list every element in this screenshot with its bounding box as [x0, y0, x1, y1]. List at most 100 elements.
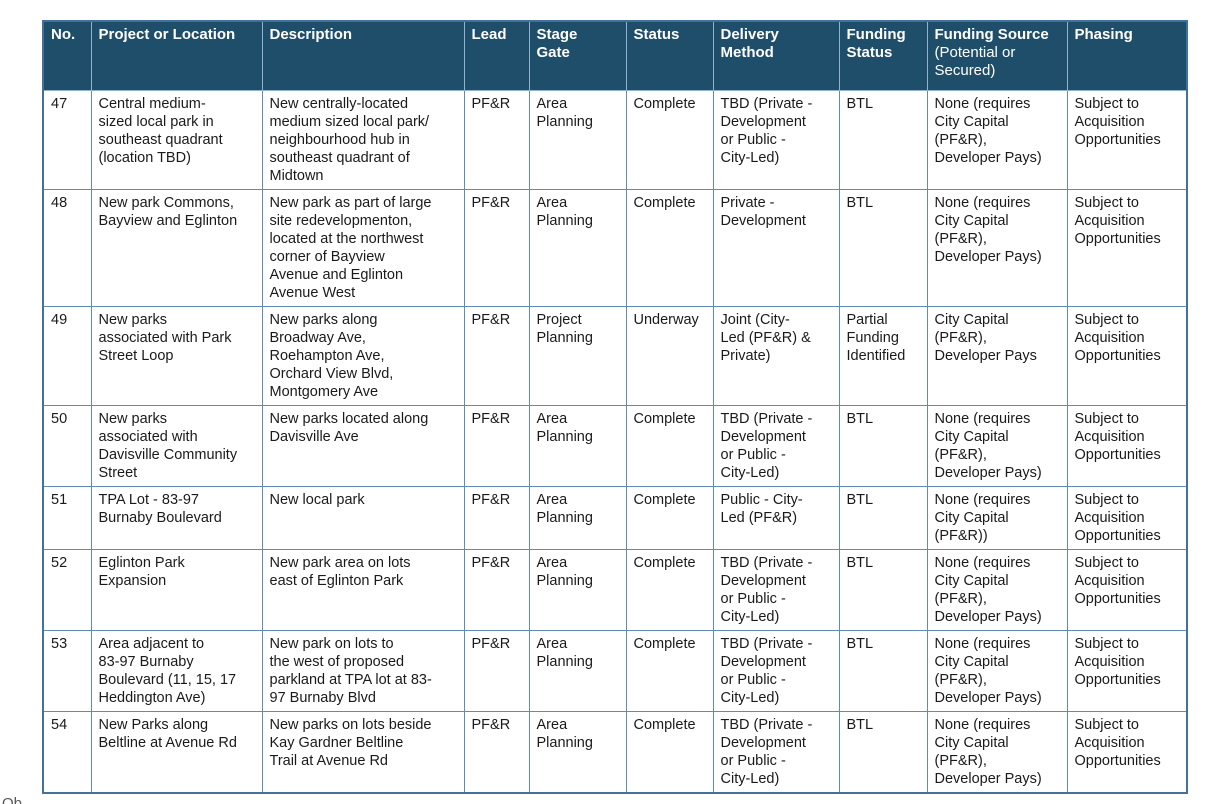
- cell-funding-status: BTL: [838, 90, 928, 190]
- cell-funding-status: BTL: [838, 711, 928, 794]
- table-row: 48 New park Commons, Bayview and Eglinton…: [42, 189, 1188, 307]
- cell-status: Complete: [625, 405, 714, 487]
- cell-lead: PF&R: [463, 630, 530, 712]
- cell-phasing: Subject to Acquisition Opportunities: [1066, 405, 1188, 487]
- col-header-label: Phasing: [1074, 26, 1133, 43]
- col-header-sublabel: (Potential or Secured): [934, 44, 1016, 79]
- table-row: 47 Central medium- sized local park in so…: [42, 90, 1188, 190]
- cell-funding-source: None (requires City Capital (PF&R), Deve…: [926, 90, 1068, 190]
- cell-stage-gate: Area Planning: [528, 189, 627, 307]
- col-header-description: Description: [261, 20, 465, 91]
- cell-no: 48: [42, 189, 92, 307]
- cell-description: New park area on lots east of Eglinton P…: [261, 549, 465, 631]
- cell-delivery-method: Public - City- Led (PF&R): [712, 486, 840, 550]
- cell-project: New park Commons, Bayview and Eglinton: [90, 189, 263, 307]
- cell-project: Eglinton Park Expansion: [90, 549, 263, 631]
- cell-project: New parks associated with Davisville Com…: [90, 405, 263, 487]
- cell-description: New parks on lots beside Kay Gardner Bel…: [261, 711, 465, 794]
- col-header-phasing: Phasing: [1066, 20, 1188, 91]
- cell-lead: PF&R: [463, 90, 530, 190]
- cell-delivery-method: TBD (Private - Development or Public - C…: [712, 630, 840, 712]
- cell-stage-gate: Area Planning: [528, 486, 627, 550]
- cell-delivery-method: TBD (Private - Development or Public - C…: [712, 405, 840, 487]
- cell-delivery-method: TBD (Private - Development or Public - C…: [712, 711, 840, 794]
- cell-status: Complete: [625, 711, 714, 794]
- cell-no: 52: [42, 549, 92, 631]
- table-row: 50 New parks associated with Davisville C…: [42, 405, 1188, 487]
- col-header-label: Funding Status: [846, 26, 906, 61]
- table-body: 47 Central medium- sized local park in so…: [42, 90, 1188, 794]
- col-header-label: No.: [51, 26, 76, 43]
- col-header-funding-status: Funding Status: [838, 20, 928, 91]
- cell-phasing: Subject to Acquisition Opportunities: [1066, 630, 1188, 712]
- table-row: 49 New parks associated with Park Street …: [42, 306, 1188, 406]
- cell-project: Area adjacent to 83-97 Burnaby Boulevard…: [90, 630, 263, 712]
- cell-no: 51: [42, 486, 92, 550]
- table-row: 52 Eglinton Park Expansion New park area o…: [42, 549, 1188, 631]
- cell-status: Complete: [625, 90, 714, 190]
- table-header-row: No. Project or Location Description Lead…: [42, 20, 1188, 91]
- cell-funding-status: BTL: [838, 630, 928, 712]
- cell-description: New park on lots to the west of proposed…: [261, 630, 465, 712]
- cell-phasing: Subject to Acquisition Opportunities: [1066, 711, 1188, 794]
- col-header-status: Status: [625, 20, 714, 91]
- cell-funding-status: Partial Funding Identified: [838, 306, 928, 406]
- cell-delivery-method: Joint (City- Led (PF&R) & Private): [712, 306, 840, 406]
- cell-status: Complete: [625, 549, 714, 631]
- cell-funding-status: BTL: [838, 189, 928, 307]
- cell-status: Complete: [625, 189, 714, 307]
- col-header-label: Lead: [471, 26, 507, 43]
- table-row: 54 New Parks along Beltline at Avenue Rd N…: [42, 711, 1188, 794]
- cell-phasing: Subject to Acquisition Opportunities: [1066, 189, 1188, 307]
- col-header-label: Delivery Method: [720, 26, 779, 61]
- cell-stage-gate: Project Planning: [528, 306, 627, 406]
- cell-funding-source: None (requires City Capital (PF&R), Deve…: [926, 405, 1068, 487]
- cell-description: New parks located along Davisville Ave: [261, 405, 465, 487]
- cell-funding-source: None (requires City Capital (PF&R), Deve…: [926, 630, 1068, 712]
- cell-description: New centrally-located medium sized local…: [261, 90, 465, 190]
- cell-delivery-method: TBD (Private - Development or Public - C…: [712, 549, 840, 631]
- cell-stage-gate: Area Planning: [528, 405, 627, 487]
- cell-project: New parks associated with Park Street Lo…: [90, 306, 263, 406]
- cell-phasing: Subject to Acquisition Opportunities: [1066, 90, 1188, 190]
- cell-funding-source: None (requires City Capital (PF&R), Deve…: [926, 711, 1068, 794]
- cell-funding-status: BTL: [838, 549, 928, 631]
- cell-funding-status: BTL: [838, 486, 928, 550]
- cell-phasing: Subject to Acquisition Opportunities: [1066, 486, 1188, 550]
- cell-lead: PF&R: [463, 486, 530, 550]
- cell-description: New park as part of large site redevelop…: [261, 189, 465, 307]
- cell-no: 47: [42, 90, 92, 190]
- col-header-funding-source: Funding Source (Potential or Secured): [926, 20, 1068, 91]
- cell-stage-gate: Area Planning: [528, 711, 627, 794]
- cell-project: Central medium- sized local park in sout…: [90, 90, 263, 190]
- cell-description: New parks along Broadway Ave, Roehampton…: [261, 306, 465, 406]
- col-header-delivery-method: Delivery Method: [712, 20, 840, 91]
- cell-no: 50: [42, 405, 92, 487]
- cell-status: Complete: [625, 486, 714, 550]
- cell-funding-source: None (requires City Capital (PF&R)): [926, 486, 1068, 550]
- table-row: 53 Area adjacent to 83-97 Burnaby Bouleva…: [42, 630, 1188, 712]
- col-header-stage-gate: Stage Gate: [528, 20, 627, 91]
- cell-no: 53: [42, 630, 92, 712]
- cell-stage-gate: Area Planning: [528, 630, 627, 712]
- cell-status: Underway: [625, 306, 714, 406]
- cell-funding-source: City Capital (PF&R), Developer Pays: [926, 306, 1068, 406]
- cell-funding-source: None (requires City Capital (PF&R), Deve…: [926, 189, 1068, 307]
- table-row: 51 TPA Lot - 83-97 Burnaby Boulevard New l…: [42, 486, 1188, 550]
- cell-no: 49: [42, 306, 92, 406]
- cell-lead: PF&R: [463, 306, 530, 406]
- cell-lead: PF&R: [463, 711, 530, 794]
- cell-project: TPA Lot - 83-97 Burnaby Boulevard: [90, 486, 263, 550]
- cell-delivery-method: Private - Development: [712, 189, 840, 307]
- col-header-lead: Lead: [463, 20, 530, 91]
- cell-lead: PF&R: [463, 549, 530, 631]
- col-header-no: No.: [42, 20, 92, 91]
- cell-lead: PF&R: [463, 189, 530, 307]
- col-header-label: Project or Location: [98, 26, 236, 43]
- cell-funding-status: BTL: [838, 405, 928, 487]
- cell-phasing: Subject to Acquisition Opportunities: [1066, 549, 1188, 631]
- col-header-label: Status: [633, 26, 680, 43]
- col-header-label: Description: [269, 26, 353, 43]
- cell-phasing: Subject to Acquisition Opportunities: [1066, 306, 1188, 406]
